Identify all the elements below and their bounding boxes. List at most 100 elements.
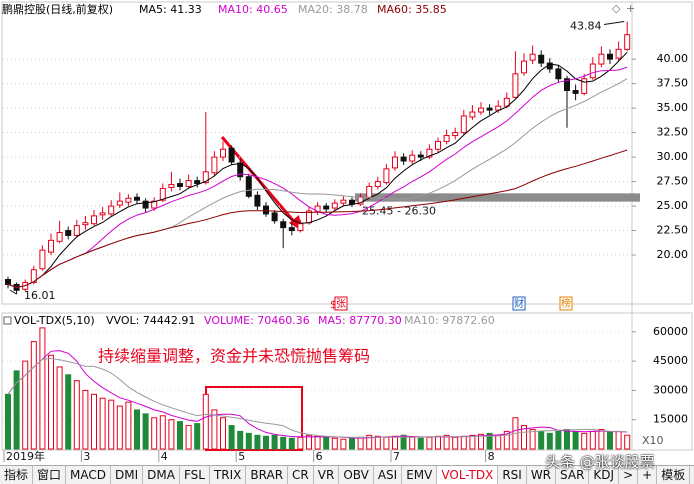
tab[interactable]: TRIX xyxy=(210,466,247,484)
y-tick-label: 30.00 xyxy=(657,150,689,163)
tab[interactable]: EMV xyxy=(402,466,438,484)
volume-bar xyxy=(288,437,295,450)
candle-body xyxy=(245,176,252,197)
candle-body xyxy=(564,78,570,91)
y-tick-label: 20.00 xyxy=(657,248,689,261)
ma-line xyxy=(7,149,628,288)
icon[interactable]: + xyxy=(626,2,635,15)
tab[interactable]: 模板 xyxy=(657,466,691,484)
volume-bar xyxy=(245,432,252,450)
candle-body xyxy=(168,184,175,188)
volume-bar xyxy=(460,435,467,450)
tab[interactable]: BRAR xyxy=(246,466,289,484)
tab[interactable]: VR xyxy=(314,466,340,484)
volume-bar xyxy=(607,431,613,450)
volume-bar xyxy=(469,434,476,450)
candle-body xyxy=(134,196,140,201)
candle-body xyxy=(529,53,536,61)
ma-legend: MA5: 41.33 xyxy=(139,3,202,16)
volume-bar xyxy=(564,428,570,450)
volume-bar xyxy=(13,370,20,450)
tab[interactable]: DMI xyxy=(111,466,144,484)
volume-bar xyxy=(56,366,63,450)
candle-body xyxy=(202,171,209,184)
volume-bar xyxy=(237,430,244,450)
tab[interactable]: FSL xyxy=(180,466,210,484)
tab[interactable]: VOL-TDX xyxy=(437,466,499,484)
candle-body xyxy=(435,140,441,150)
tab[interactable]: 指标 xyxy=(0,466,34,484)
candle-body xyxy=(280,221,287,229)
y-tick-label: 60000 xyxy=(653,325,688,338)
volume-ma-line xyxy=(7,350,628,439)
volume-panel xyxy=(1,312,693,451)
volume-bar xyxy=(185,425,192,450)
tab[interactable]: WR xyxy=(527,466,557,484)
candle-body xyxy=(82,222,89,226)
y-tick-label: 30000 xyxy=(653,383,688,396)
event-label: 榜 xyxy=(561,297,571,310)
volume-bar xyxy=(228,425,235,450)
volume-bar xyxy=(486,432,493,450)
x-tick-label: 4 xyxy=(161,450,168,463)
icon[interactable]: ◇ xyxy=(612,2,621,15)
price-band xyxy=(355,193,640,202)
candle-body xyxy=(340,199,347,204)
candle-body xyxy=(48,239,54,253)
candle-body xyxy=(521,60,527,74)
x-tick-label: 7 xyxy=(393,450,400,463)
candle-body xyxy=(400,156,407,162)
volume-bar xyxy=(581,432,588,450)
tab[interactable]: MACD xyxy=(66,466,112,484)
volume-bar xyxy=(529,428,536,450)
min-pointer xyxy=(9,289,17,295)
tab[interactable]: 窗口 xyxy=(33,466,67,484)
price-panel xyxy=(1,1,693,305)
tab[interactable]: ASI xyxy=(374,466,403,484)
tab[interactable]: + xyxy=(638,466,658,484)
candle-body xyxy=(271,212,278,222)
candle-body xyxy=(177,183,183,187)
volume-bar xyxy=(503,430,510,450)
candle-body xyxy=(151,200,158,209)
x-tick-label: 6 xyxy=(316,450,323,463)
volume-bar xyxy=(435,435,441,450)
candle-body xyxy=(486,107,493,111)
candle-body xyxy=(452,132,459,137)
volume-bar xyxy=(495,434,502,450)
volume-bar xyxy=(48,354,54,450)
event-icon[interactable]: $ xyxy=(330,298,337,311)
candle-body xyxy=(211,156,218,174)
volume-bar xyxy=(168,419,175,450)
tab[interactable]: KDJ xyxy=(589,466,620,484)
candle-body xyxy=(39,249,46,270)
candle-body xyxy=(65,230,72,236)
tab[interactable]: OBV xyxy=(339,466,374,484)
candle-body xyxy=(56,232,63,242)
tab[interactable]: RSI xyxy=(498,466,527,484)
volume-bar xyxy=(116,405,123,450)
event-label: 财 xyxy=(514,297,524,310)
tab[interactable]: DMA xyxy=(143,466,180,484)
volume-legend: MA5: 87770.30 xyxy=(318,314,402,327)
y-tick-label: 37.50 xyxy=(657,77,689,90)
tab[interactable]: SAR xyxy=(556,466,590,484)
candle-body xyxy=(383,168,390,184)
event-box xyxy=(559,296,573,311)
x-tick-label: 3 xyxy=(83,450,90,463)
volume-bar xyxy=(400,434,407,450)
volume-bar xyxy=(254,434,261,450)
volume-legend: VOL-TDX(5,10) xyxy=(14,314,95,327)
candle-body xyxy=(607,53,613,60)
candle-body xyxy=(159,187,166,201)
unit-label: X10 xyxy=(642,434,664,447)
volume-bar xyxy=(306,434,312,450)
candle-body xyxy=(91,215,97,225)
tab[interactable]: CR xyxy=(288,466,314,484)
ma-line xyxy=(7,78,628,288)
volume-bar xyxy=(426,436,433,450)
tab[interactable]: > xyxy=(619,466,639,484)
candle-body xyxy=(288,227,295,232)
volume-bar xyxy=(392,435,398,450)
candle-body xyxy=(194,180,201,185)
